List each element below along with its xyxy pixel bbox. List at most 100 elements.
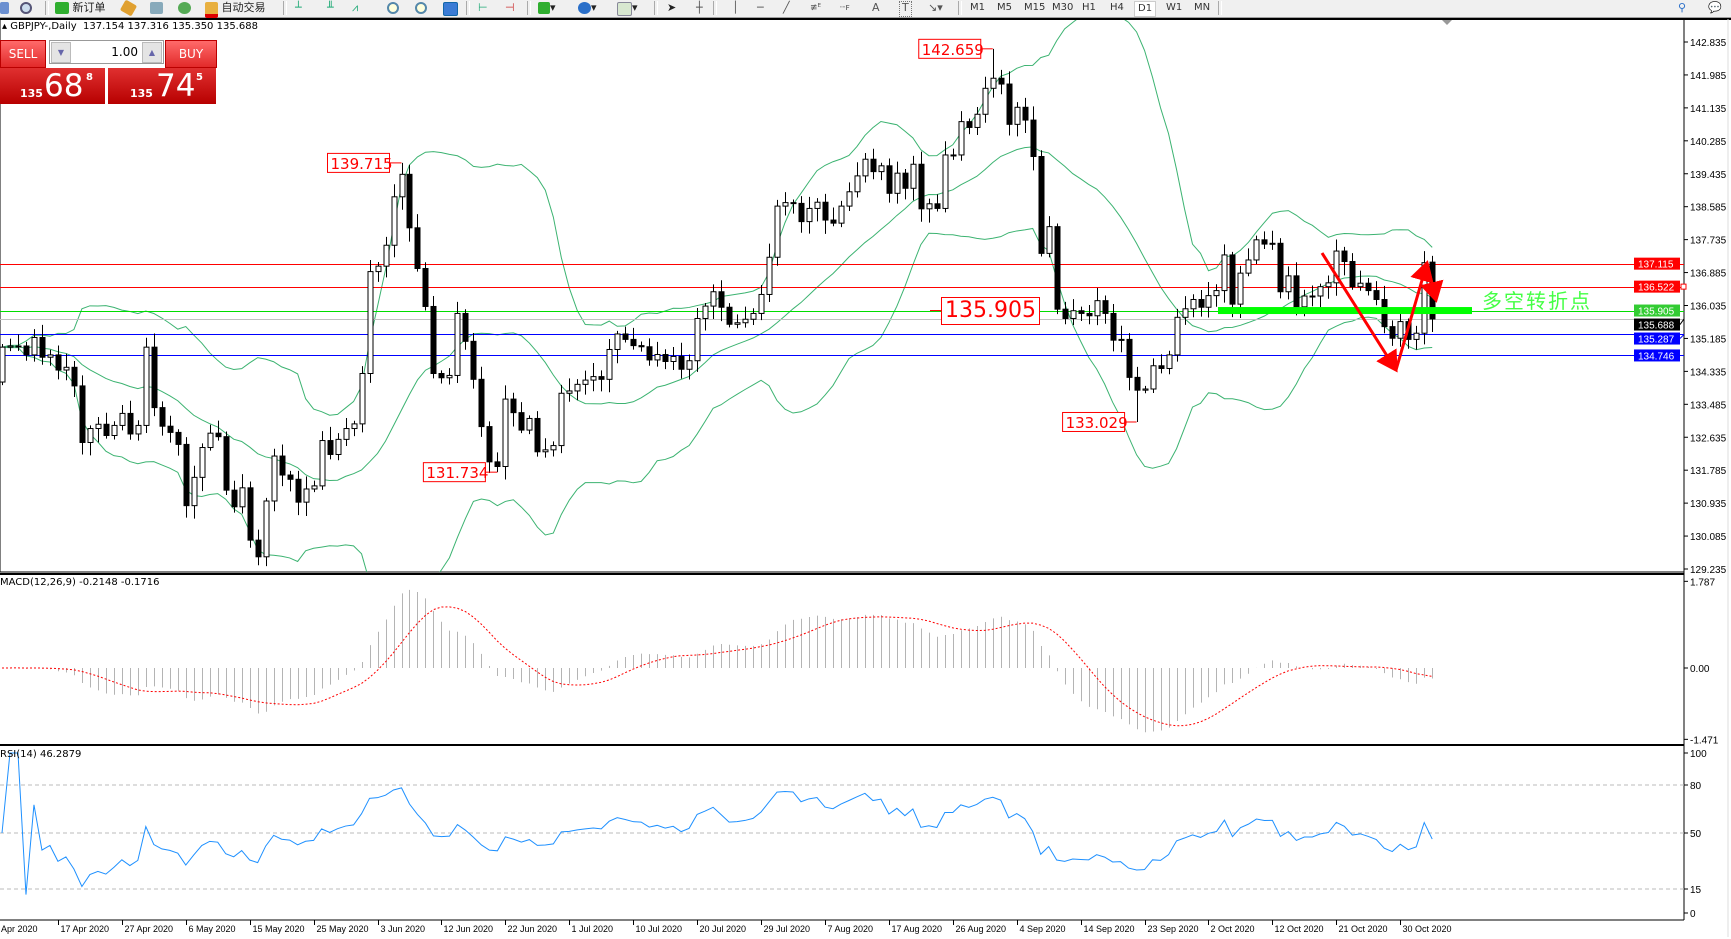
candle	[1413, 325, 1420, 350]
candle	[694, 307, 701, 372]
candle	[558, 384, 565, 454]
extreme-label-high: 139.715	[331, 155, 393, 173]
zoom-out-icon[interactable]	[415, 1, 427, 15]
horizontal-line-icon[interactable]: ─	[757, 1, 764, 14]
vertical-line-icon[interactable]: │	[732, 1, 739, 14]
time-axis-label: 22 Jun 2020	[508, 924, 558, 934]
tile-windows-icon[interactable]	[443, 1, 458, 16]
sell-price-main: 68	[44, 68, 84, 104]
candle-body	[255, 539, 262, 558]
candle	[271, 448, 278, 512]
fibonacci-channel-icon[interactable]: ≢ᴱ	[810, 3, 822, 13]
trend-arrow	[1420, 262, 1444, 303]
indicators-icon[interactable]: ▾	[538, 1, 556, 15]
timeframe-w1[interactable]: W1	[1166, 2, 1183, 13]
sell-button[interactable]: SELL	[0, 40, 46, 68]
candle	[734, 314, 741, 329]
text-label-tool-icon[interactable]: T	[899, 1, 912, 17]
volume-increase-button[interactable]: ▲	[142, 42, 162, 63]
candle-body	[239, 487, 246, 508]
candle-body	[806, 207, 813, 223]
periods-icon[interactable]: ▾	[578, 1, 597, 15]
price-axis-label: 139.435	[1690, 170, 1727, 181]
candle	[542, 438, 549, 458]
timeframe-m30[interactable]: M30	[1052, 2, 1074, 13]
candle-body	[910, 163, 917, 189]
candle	[886, 158, 893, 203]
signals-icon[interactable]	[178, 1, 191, 15]
candle	[1205, 281, 1212, 318]
candle-body	[1277, 242, 1284, 293]
search-icon[interactable]: ⚲	[1678, 1, 1687, 14]
volume-input[interactable]	[72, 43, 138, 60]
templates-icon[interactable]: ▾	[617, 1, 638, 16]
chat-icon[interactable]: 💬	[1708, 1, 1722, 14]
cursor-icon[interactable]: ➤	[667, 1, 677, 14]
arrows-tool-icon[interactable]: ↘▾	[928, 1, 943, 14]
chart-window-icon[interactable]	[0, 1, 9, 15]
candle-body	[1118, 338, 1125, 341]
auto-trading-label: 自动交易	[221, 1, 266, 14]
candle-body	[734, 322, 741, 325]
timeframe-m1[interactable]: M1	[970, 2, 985, 13]
candle-body	[1413, 332, 1420, 340]
crosshair-icon[interactable]: ┼	[696, 1, 703, 14]
candle	[606, 338, 613, 393]
candle	[1333, 239, 1340, 296]
pivot-annotation-text: 多空转折点	[1482, 289, 1592, 313]
sell-price[interactable]: 135 68 8	[0, 68, 105, 104]
timeframe-h1[interactable]: H1	[1082, 2, 1096, 13]
candle-body	[798, 202, 805, 223]
auto-scroll-icon[interactable]: ⊢	[478, 1, 488, 14]
candle	[566, 378, 573, 402]
timeframe-m5[interactable]: M5	[997, 2, 1012, 13]
candle-body	[422, 267, 429, 307]
candle	[1150, 358, 1157, 394]
toolbar-separator	[958, 1, 962, 15]
text-tool-icon[interactable]: A	[872, 1, 880, 14]
timeframe-h4[interactable]: H4	[1110, 2, 1124, 13]
buy-button[interactable]: BUY	[165, 40, 217, 68]
zoom-chart-icon[interactable]	[20, 1, 32, 15]
auto-trading-button[interactable]: 自动交易	[205, 1, 266, 18]
candle	[287, 470, 294, 492]
candle	[894, 161, 901, 204]
macd-axis-label: 1.787	[1690, 577, 1715, 588]
line-chart-icon[interactable]: ⩘	[352, 1, 359, 14]
price-line-tag-label: 136.522	[1638, 283, 1675, 294]
candlestick-chart-icon[interactable]: ╨	[327, 1, 334, 14]
candle	[990, 48, 997, 98]
volume-decrease-button[interactable]: ▼	[51, 42, 71, 63]
fibonacci-retracement-icon[interactable]: ┈ꜰ	[840, 3, 850, 13]
candle-body	[1293, 275, 1300, 308]
trendline-icon[interactable]: ╱	[783, 1, 790, 14]
candle	[63, 353, 70, 381]
price-axis-label: 135.185	[1690, 334, 1727, 345]
candle-body	[790, 202, 797, 205]
price-line-tag	[1634, 349, 1680, 362]
price-axis-label: 129.235	[1690, 565, 1727, 576]
candle-body	[902, 172, 909, 189]
zoom-in-icon[interactable]	[387, 1, 399, 15]
chart-shift-icon[interactable]: ⊣	[505, 1, 515, 14]
timeframe-m15[interactable]: M15	[1024, 2, 1046, 13]
candle-body	[1357, 282, 1364, 288]
candle-body	[942, 154, 949, 209]
candle	[335, 433, 342, 461]
time-axis-label: 12 Oct 2020	[1275, 924, 1324, 934]
timeframe-d1[interactable]: D1	[1134, 1, 1157, 17]
chart-shift-marker	[1442, 20, 1452, 25]
price-axis-label: 130.085	[1690, 532, 1727, 543]
candle-body	[454, 312, 461, 376]
timeframe-mn[interactable]: MN	[1194, 2, 1211, 13]
candle-body	[287, 474, 294, 480]
candle	[670, 347, 677, 370]
navigator-icon[interactable]	[150, 1, 163, 15]
buy-price[interactable]: 135 74 5	[108, 68, 216, 104]
candle-body	[542, 449, 549, 453]
candle	[295, 470, 302, 516]
new-order-button[interactable]: 新订单	[55, 1, 106, 15]
symbol-arrow-icon[interactable]: ▴	[2, 21, 8, 32]
bar-chart-icon[interactable]: ┴	[295, 1, 302, 14]
